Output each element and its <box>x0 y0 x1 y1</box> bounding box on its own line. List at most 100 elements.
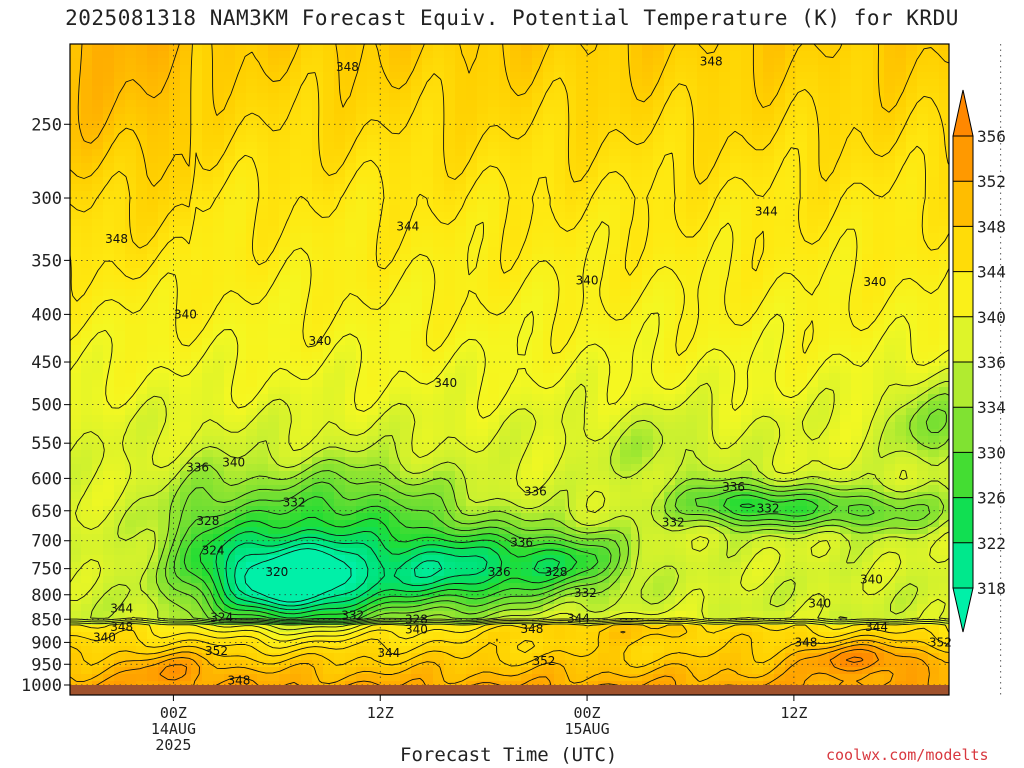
field-cell <box>939 338 949 346</box>
field-cell <box>158 254 170 262</box>
field-cell <box>114 44 126 52</box>
field-cell <box>576 219 588 227</box>
field-cell <box>323 422 335 430</box>
field-cell <box>136 443 148 451</box>
field-cell <box>345 149 357 157</box>
field-cell <box>818 191 830 199</box>
field-cell <box>235 170 247 178</box>
field-cell <box>70 464 82 472</box>
field-cell <box>521 184 533 192</box>
field-cell <box>928 275 940 283</box>
field-cell <box>928 289 940 297</box>
field-cell <box>785 261 797 269</box>
field-cell <box>829 261 841 269</box>
field-cell <box>268 226 280 234</box>
field-cell <box>389 464 401 472</box>
field-cell <box>829 338 841 346</box>
field-cell <box>620 142 632 150</box>
field-cell <box>686 408 698 416</box>
field-cell <box>774 394 786 402</box>
field-cell <box>840 303 852 311</box>
field-cell <box>708 373 720 381</box>
field-cell <box>741 422 753 430</box>
field-cell <box>510 79 522 87</box>
field-cell <box>400 93 412 101</box>
field-cell <box>169 233 181 241</box>
field-cell <box>928 268 940 276</box>
field-cell <box>873 121 885 129</box>
field-cell <box>543 422 555 430</box>
field-cell <box>851 219 863 227</box>
field-cell <box>125 107 137 115</box>
field-cell <box>565 247 577 255</box>
field-cell <box>741 135 753 143</box>
field-cell <box>147 254 159 262</box>
field-cell <box>576 177 588 185</box>
field-cell <box>884 331 896 339</box>
field-cell <box>675 100 687 108</box>
field-cell <box>521 219 533 227</box>
field-cell <box>268 79 280 87</box>
field-cell <box>466 394 478 402</box>
field-cell <box>664 443 676 451</box>
field-cell <box>191 156 203 164</box>
field-cell <box>576 282 588 290</box>
field-cell <box>312 163 324 171</box>
field-cell <box>389 457 401 465</box>
field-cell <box>169 303 181 311</box>
field-cell <box>598 422 610 430</box>
field-cell <box>741 177 753 185</box>
field-cell <box>323 177 335 185</box>
field-cell <box>532 44 544 52</box>
field-cell <box>290 296 302 304</box>
field-cell <box>92 184 104 192</box>
field-cell <box>510 289 522 297</box>
field-cell <box>521 226 533 234</box>
field-cell <box>224 345 236 353</box>
field-cell <box>719 303 731 311</box>
field-cell <box>686 289 698 297</box>
field-cell <box>466 107 478 115</box>
field-cell <box>279 415 291 423</box>
field-cell <box>554 471 566 479</box>
field-cell <box>785 135 797 143</box>
field-cell <box>741 373 753 381</box>
field-cell <box>631 366 643 374</box>
field-cell <box>807 142 819 150</box>
field-cell <box>70 443 82 451</box>
field-cell <box>796 457 808 465</box>
field-cell <box>290 282 302 290</box>
field-cell <box>290 359 302 367</box>
field-cell <box>917 415 929 423</box>
field-cell <box>158 429 170 437</box>
field-cell <box>598 429 610 437</box>
field-cell <box>235 226 247 234</box>
field-cell <box>202 247 214 255</box>
field-cell <box>884 205 896 213</box>
field-cell <box>246 310 258 318</box>
field-cell <box>257 86 269 94</box>
field-cell <box>268 163 280 171</box>
field-cell <box>444 128 456 136</box>
field-cell <box>554 93 566 101</box>
field-cell <box>235 72 247 80</box>
field-cell <box>235 261 247 269</box>
field-cell <box>103 247 115 255</box>
field-cell <box>510 219 522 227</box>
field-cell <box>301 79 313 87</box>
field-cell <box>796 198 808 206</box>
field-cell <box>136 282 148 290</box>
field-cell <box>752 457 764 465</box>
field-cell <box>400 254 412 262</box>
field-cell <box>114 247 126 255</box>
field-cell <box>554 51 566 59</box>
field-cell <box>422 387 434 395</box>
field-cell <box>191 331 203 339</box>
field-cell <box>323 352 335 360</box>
field-cell <box>400 443 412 451</box>
field-cell <box>862 261 874 269</box>
field-cell <box>807 233 819 241</box>
field-cell <box>642 121 654 129</box>
field-cell <box>466 373 478 381</box>
field-cell <box>796 163 808 171</box>
